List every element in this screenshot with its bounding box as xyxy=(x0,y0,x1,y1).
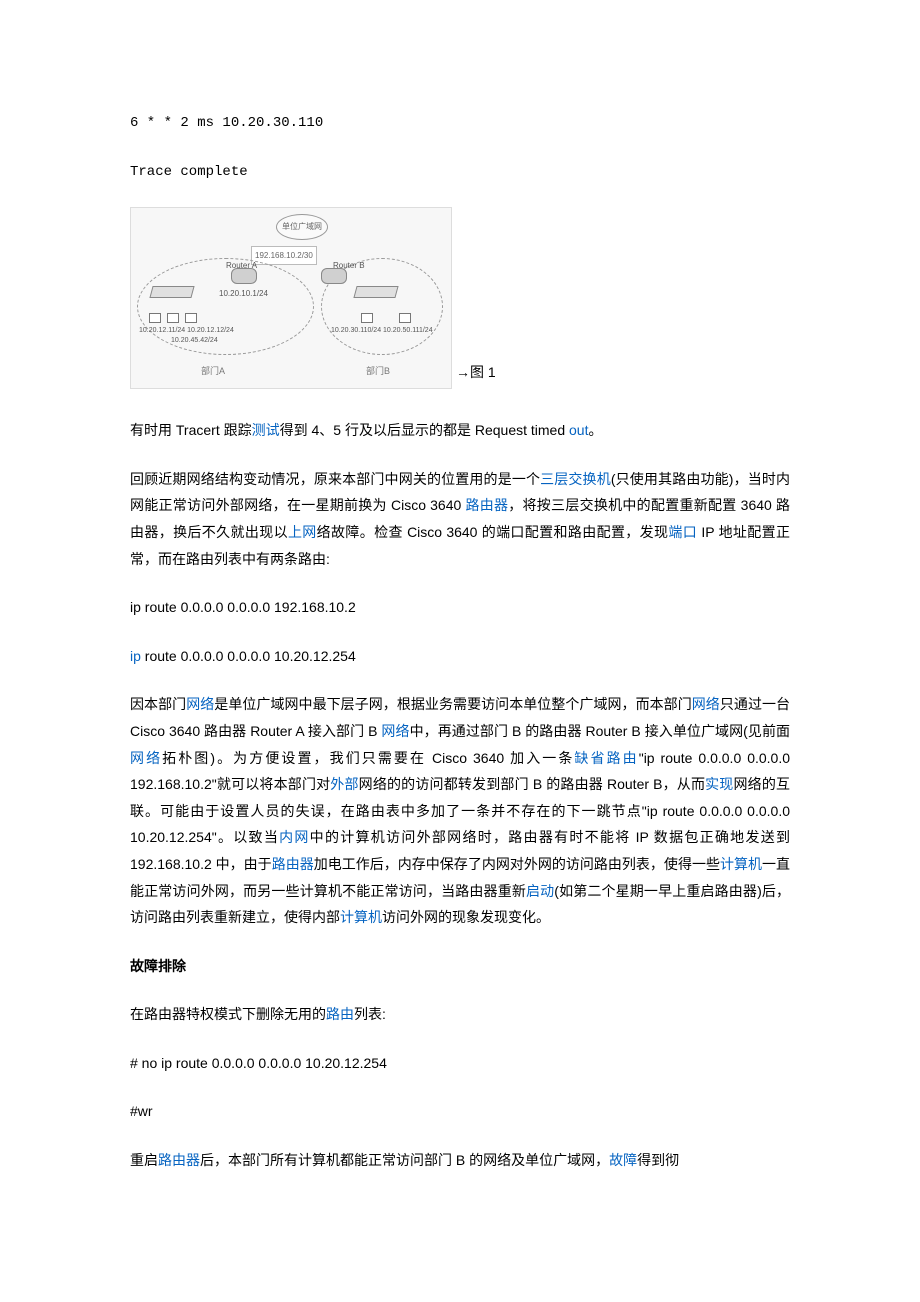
p3-t5: 拓朴图)。为方便设置，我们只需要在 Cisco 3640 加入一条 xyxy=(162,750,574,766)
link-default-route[interactable]: 缺省路由 xyxy=(574,750,638,766)
link-network-2[interactable]: 网络 xyxy=(692,696,720,712)
route-1: ip route 0.0.0.0 0.0.0.0 192.168.10.2 xyxy=(130,594,790,621)
network-diagram: 单位广域网 192.168.10.2/30 Router A 10.20.10.… xyxy=(130,207,452,389)
p1-t2: 得到 4、5 行及以后显示的都是 Request timed xyxy=(280,422,569,438)
p3-t13: 访问外网的现象发现变化。 xyxy=(382,909,550,925)
p5-t1: 重启 xyxy=(130,1152,158,1168)
code-line-1: 6 * * 2 ms 10.20.30.110 xyxy=(130,110,790,137)
p2-t1: 回顾近期网络结构变动情况，原来本部门中网关的位置用的是一个 xyxy=(130,471,540,487)
p4-t2: 列表: xyxy=(354,1006,386,1022)
link-router-2[interactable]: 路由器 xyxy=(272,856,314,872)
router-b-label: Router B xyxy=(333,258,365,273)
route-2: ip route 0.0.0.0 0.0.0.0 10.20.12.254 xyxy=(130,643,790,670)
link-network-3[interactable]: 网络 xyxy=(381,723,409,739)
p2-t4: 络故障。检查 Cisco 3640 的端口配置和路由配置，发现 xyxy=(317,524,669,540)
paragraph-3: 因本部门网络是单位广域网中最下层子网，根据业务需要访问本单位整个广域网，而本部门… xyxy=(130,691,790,930)
link-test[interactable]: 测试 xyxy=(252,422,280,438)
dept-b-label: 部门B xyxy=(366,363,390,380)
link-computer-2[interactable]: 计算机 xyxy=(340,909,382,925)
link-route[interactable]: 路由 xyxy=(326,1006,354,1022)
p3-t1: 因本部门 xyxy=(130,696,186,712)
router-a-label: Router A xyxy=(226,258,257,273)
link-restart[interactable]: 启动 xyxy=(526,883,554,899)
link-network-1[interactable]: 网络 xyxy=(186,696,214,712)
router-a-ip: 10.20.10.1/24 xyxy=(219,286,268,301)
command-2: #wr xyxy=(130,1098,790,1125)
link-router[interactable]: 路由器 xyxy=(465,497,508,513)
link-out[interactable]: out xyxy=(569,422,588,438)
link-network-4[interactable]: 网络 xyxy=(130,750,162,766)
link-computer-1[interactable]: 计算机 xyxy=(720,856,762,872)
switch-b-icon xyxy=(353,286,398,298)
p3-t7: 网络的的访问都转发到部门 B 的路由器 Router B，从而 xyxy=(359,776,705,792)
p1-t1: 有时用 Tracert 跟踪 xyxy=(130,422,252,438)
link-online[interactable]: 上网 xyxy=(288,524,317,540)
link-intranet[interactable]: 内网 xyxy=(279,829,310,845)
figure-row: 单位广域网 192.168.10.2/30 Router A 10.20.10.… xyxy=(130,207,790,389)
route2-rest: route 0.0.0.0 0.0.0.0 10.20.12.254 xyxy=(141,648,356,664)
paragraph-2: 回顾近期网络结构变动情况，原来本部门中网关的位置用的是一个三层交换机(只使用其路… xyxy=(130,466,790,572)
cloud-icon: 单位广域网 xyxy=(276,214,328,240)
host-b-ip: 10.20.30.110/24 10.20.50.111/24 xyxy=(331,324,433,337)
switch-a-icon xyxy=(149,286,194,298)
link-external[interactable]: 外部 xyxy=(330,776,358,792)
host-a1-icon xyxy=(149,313,161,323)
link-l3-switch[interactable]: 三层交换机 xyxy=(540,471,611,487)
paragraph-4: 在路由器特权模式下删除无用的路由列表: xyxy=(130,1001,790,1028)
figure-caption: →图 1 xyxy=(456,359,496,390)
link-port[interactable]: 端口 xyxy=(668,524,697,540)
link-fault[interactable]: 故障 xyxy=(609,1152,637,1168)
host-a3-ip: 10.20.45.42/24 xyxy=(171,334,218,347)
dept-a-label: 部门A xyxy=(201,363,225,380)
p4-t1: 在路由器特权模式下删除无用的 xyxy=(130,1006,326,1022)
host-b1-icon xyxy=(361,313,373,323)
link-router-3[interactable]: 路由器 xyxy=(158,1152,200,1168)
p5-t3: 得到彻 xyxy=(637,1152,679,1168)
host-a2-icon xyxy=(167,313,179,323)
heading-fix: 故障排除 xyxy=(130,953,790,980)
code-line-2: Trace complete xyxy=(130,159,790,186)
link-ip[interactable]: ip xyxy=(130,648,141,664)
paragraph-1: 有时用 Tracert 跟踪测试得到 4、5 行及以后显示的都是 Request… xyxy=(130,417,790,444)
host-b2-icon xyxy=(399,313,411,323)
p3-t10: 加电工作后，内存中保存了内网对外网的访问路由列表，使得一些 xyxy=(314,856,720,872)
p3-t2: 是单位广域网中最下层子网，根据业务需要访问本单位整个广域网，而本部门 xyxy=(214,696,691,712)
p1-t3: 。 xyxy=(588,422,602,438)
host-a3-icon xyxy=(185,313,197,323)
p5-t2: 后，本部门所有计算机都能正常访问部门 B 的网络及单位广域网， xyxy=(200,1152,609,1168)
command-1: # no ip route 0.0.0.0 0.0.0.0 10.20.12.2… xyxy=(130,1050,790,1077)
paragraph-5: 重启路由器后，本部门所有计算机都能正常访问部门 B 的网络及单位广域网，故障得到… xyxy=(130,1147,790,1174)
link-realize[interactable]: 实现 xyxy=(705,776,733,792)
p3-t4: 中，再通过部门 B 的路由器 Router B 接入单位广域网(见前面 xyxy=(410,723,790,739)
